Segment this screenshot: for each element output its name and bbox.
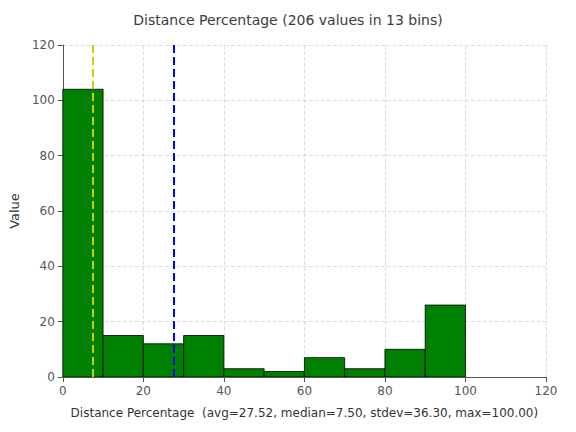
svg-text:120: 120 — [32, 38, 55, 52]
svg-text:40: 40 — [216, 384, 231, 398]
svg-text:Distance Percentage (avg=27.5: Distance Percentage (avg=27.52, median=7… — [71, 406, 539, 420]
svg-text:60: 60 — [297, 384, 312, 398]
svg-text:100: 100 — [454, 384, 477, 398]
svg-text:120: 120 — [535, 384, 558, 398]
svg-text:Value: Value — [7, 193, 22, 229]
svg-text:100: 100 — [32, 93, 55, 107]
svg-text:40: 40 — [40, 259, 55, 273]
svg-text:60: 60 — [40, 204, 55, 218]
svg-text:20: 20 — [40, 315, 55, 329]
svg-text:0: 0 — [47, 370, 55, 384]
svg-text:Distance Percentage (206 value: Distance Percentage (206 values in 13 bi… — [133, 12, 442, 28]
svg-text:0: 0 — [59, 384, 67, 398]
svg-text:20: 20 — [136, 384, 151, 398]
svg-text:80: 80 — [377, 384, 392, 398]
svg-text:80: 80 — [40, 149, 55, 163]
